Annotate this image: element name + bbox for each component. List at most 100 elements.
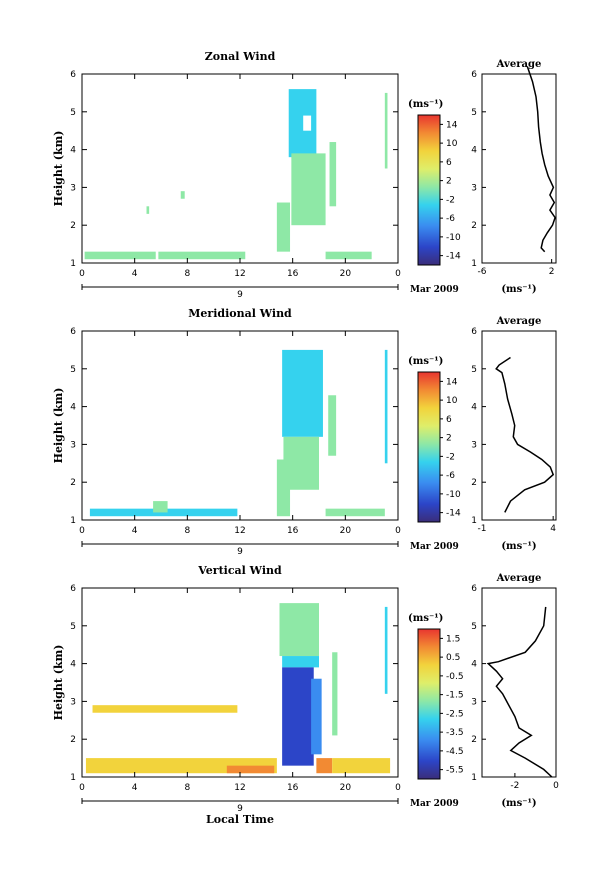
colorbar bbox=[417, 114, 441, 266]
plot-frame bbox=[81, 587, 399, 778]
data-patch bbox=[332, 652, 338, 736]
y-tick-label: 2 bbox=[70, 478, 76, 488]
average-unit-label: (ms⁻¹) bbox=[501, 284, 536, 295]
y-tick-label: 2 bbox=[70, 221, 76, 231]
colorbar-tick-label: 14 bbox=[446, 377, 458, 387]
data-patch bbox=[226, 765, 275, 774]
average-x-tick-label: -1 bbox=[478, 524, 487, 534]
average-y-tick-label: 4 bbox=[471, 403, 477, 413]
average-y-tick-label: 5 bbox=[471, 622, 477, 632]
y-axis-label: Height (km) bbox=[52, 131, 65, 207]
y-tick-label: 3 bbox=[70, 183, 76, 193]
data-patch bbox=[384, 606, 388, 694]
colorbar-tick-label: -5.5 bbox=[446, 766, 464, 776]
colorbar bbox=[417, 371, 441, 523]
average-y-tick-label: 5 bbox=[471, 365, 477, 375]
colorbar-tick-label: -2.5 bbox=[446, 709, 464, 719]
y-tick-label: 3 bbox=[70, 440, 76, 450]
data-patch bbox=[316, 758, 333, 774]
data-patch bbox=[288, 89, 317, 158]
colorbar-tick-label: 6 bbox=[446, 158, 452, 168]
average-x-tick-label: 4 bbox=[550, 524, 556, 534]
y-tick-label: 1 bbox=[70, 259, 76, 269]
month-label: Mar 2009 bbox=[410, 799, 459, 809]
colorbar-tick-label: 10 bbox=[446, 139, 458, 149]
colorbar-tick-label: -6 bbox=[446, 471, 455, 481]
x-tick-label: 12 bbox=[234, 526, 245, 536]
data-patch bbox=[328, 395, 337, 456]
data-patch bbox=[158, 251, 246, 260]
colorbar-tick-label: 2 bbox=[446, 177, 452, 187]
data-patch bbox=[276, 202, 291, 252]
data-patch bbox=[384, 92, 388, 169]
colorbar-tick-label: -10 bbox=[446, 233, 461, 243]
x-tick-label: 16 bbox=[287, 269, 299, 279]
month-label: Mar 2009 bbox=[410, 285, 459, 295]
colorbar-tick-label: 14 bbox=[446, 120, 458, 130]
average-y-tick-label: 6 bbox=[471, 70, 477, 80]
x-tick-label: 8 bbox=[184, 783, 190, 793]
panel-title: Vertical Wind bbox=[197, 564, 282, 577]
panel-title: Zonal Wind bbox=[205, 50, 276, 63]
average-title: Average bbox=[496, 316, 542, 327]
data-patch bbox=[92, 705, 238, 713]
colorbar-tick-label: 1.5 bbox=[446, 634, 460, 644]
x-tick-label: 0 bbox=[79, 269, 85, 279]
colorbar-tick-label: -4.5 bbox=[446, 747, 464, 757]
average-y-tick-label: 4 bbox=[471, 660, 477, 670]
data-patch bbox=[282, 656, 319, 668]
average-y-tick-label: 1 bbox=[471, 773, 477, 783]
colorbar bbox=[417, 628, 441, 780]
x-tick-label: 12 bbox=[234, 783, 245, 793]
average-frame bbox=[481, 587, 557, 778]
colorbar-tick-label: -3.5 bbox=[446, 728, 464, 738]
x-tick-label: 4 bbox=[132, 269, 138, 279]
x-axis-label: Local Time bbox=[206, 813, 274, 826]
plot-frame bbox=[81, 73, 399, 264]
data-patch bbox=[384, 349, 388, 464]
x-tick-label: 20 bbox=[340, 783, 352, 793]
data-patch bbox=[311, 678, 322, 755]
colorbar-tick-label: -0.5 bbox=[446, 672, 464, 682]
average-y-tick-label: 6 bbox=[471, 584, 477, 594]
x-tick-label: 0 bbox=[79, 783, 85, 793]
average-y-tick-label: 1 bbox=[471, 516, 477, 526]
x-tick-label: 16 bbox=[287, 526, 299, 536]
colorbar-tick-label: -2 bbox=[446, 195, 455, 205]
data-patch bbox=[325, 508, 385, 517]
colorbar-unit-label: (ms⁻¹) bbox=[408, 613, 443, 624]
average-profile-line bbox=[526, 66, 556, 253]
y-tick-label: 5 bbox=[70, 622, 76, 632]
data-patch bbox=[146, 206, 150, 214]
average-y-tick-label: 5 bbox=[471, 108, 477, 118]
average-profile-line bbox=[495, 356, 555, 513]
average-unit-label: (ms⁻¹) bbox=[501, 798, 536, 809]
colorbar-tick-label: -6 bbox=[446, 214, 455, 224]
colorbar-tick-label: 10 bbox=[446, 396, 458, 406]
average-y-tick-label: 2 bbox=[471, 478, 477, 488]
average-title: Average bbox=[496, 573, 542, 584]
day-label: 9 bbox=[237, 804, 243, 814]
data-patch bbox=[282, 667, 314, 766]
average-frame bbox=[481, 330, 557, 521]
average-x-tick-label: -6 bbox=[478, 267, 487, 277]
month-label: Mar 2009 bbox=[410, 542, 459, 552]
plot-frame bbox=[81, 330, 399, 521]
y-tick-label: 1 bbox=[70, 773, 76, 783]
data-patch bbox=[180, 191, 185, 199]
data-patch bbox=[282, 349, 323, 437]
y-tick-label: 1 bbox=[70, 516, 76, 526]
colorbar-tick-label: -2 bbox=[446, 452, 455, 462]
y-tick-label: 3 bbox=[70, 697, 76, 707]
x-tick-label: 16 bbox=[287, 783, 299, 793]
colorbar-tick-label: 2 bbox=[446, 434, 452, 444]
average-profile-line bbox=[486, 606, 553, 778]
average-x-tick-label: 0 bbox=[553, 781, 559, 791]
colorbar-tick-label: -14 bbox=[446, 252, 461, 262]
x-tick-label: 0 bbox=[79, 526, 85, 536]
colorbar-tick-label: 0.5 bbox=[446, 653, 460, 663]
average-y-tick-label: 2 bbox=[471, 221, 477, 231]
y-tick-label: 6 bbox=[70, 327, 76, 337]
